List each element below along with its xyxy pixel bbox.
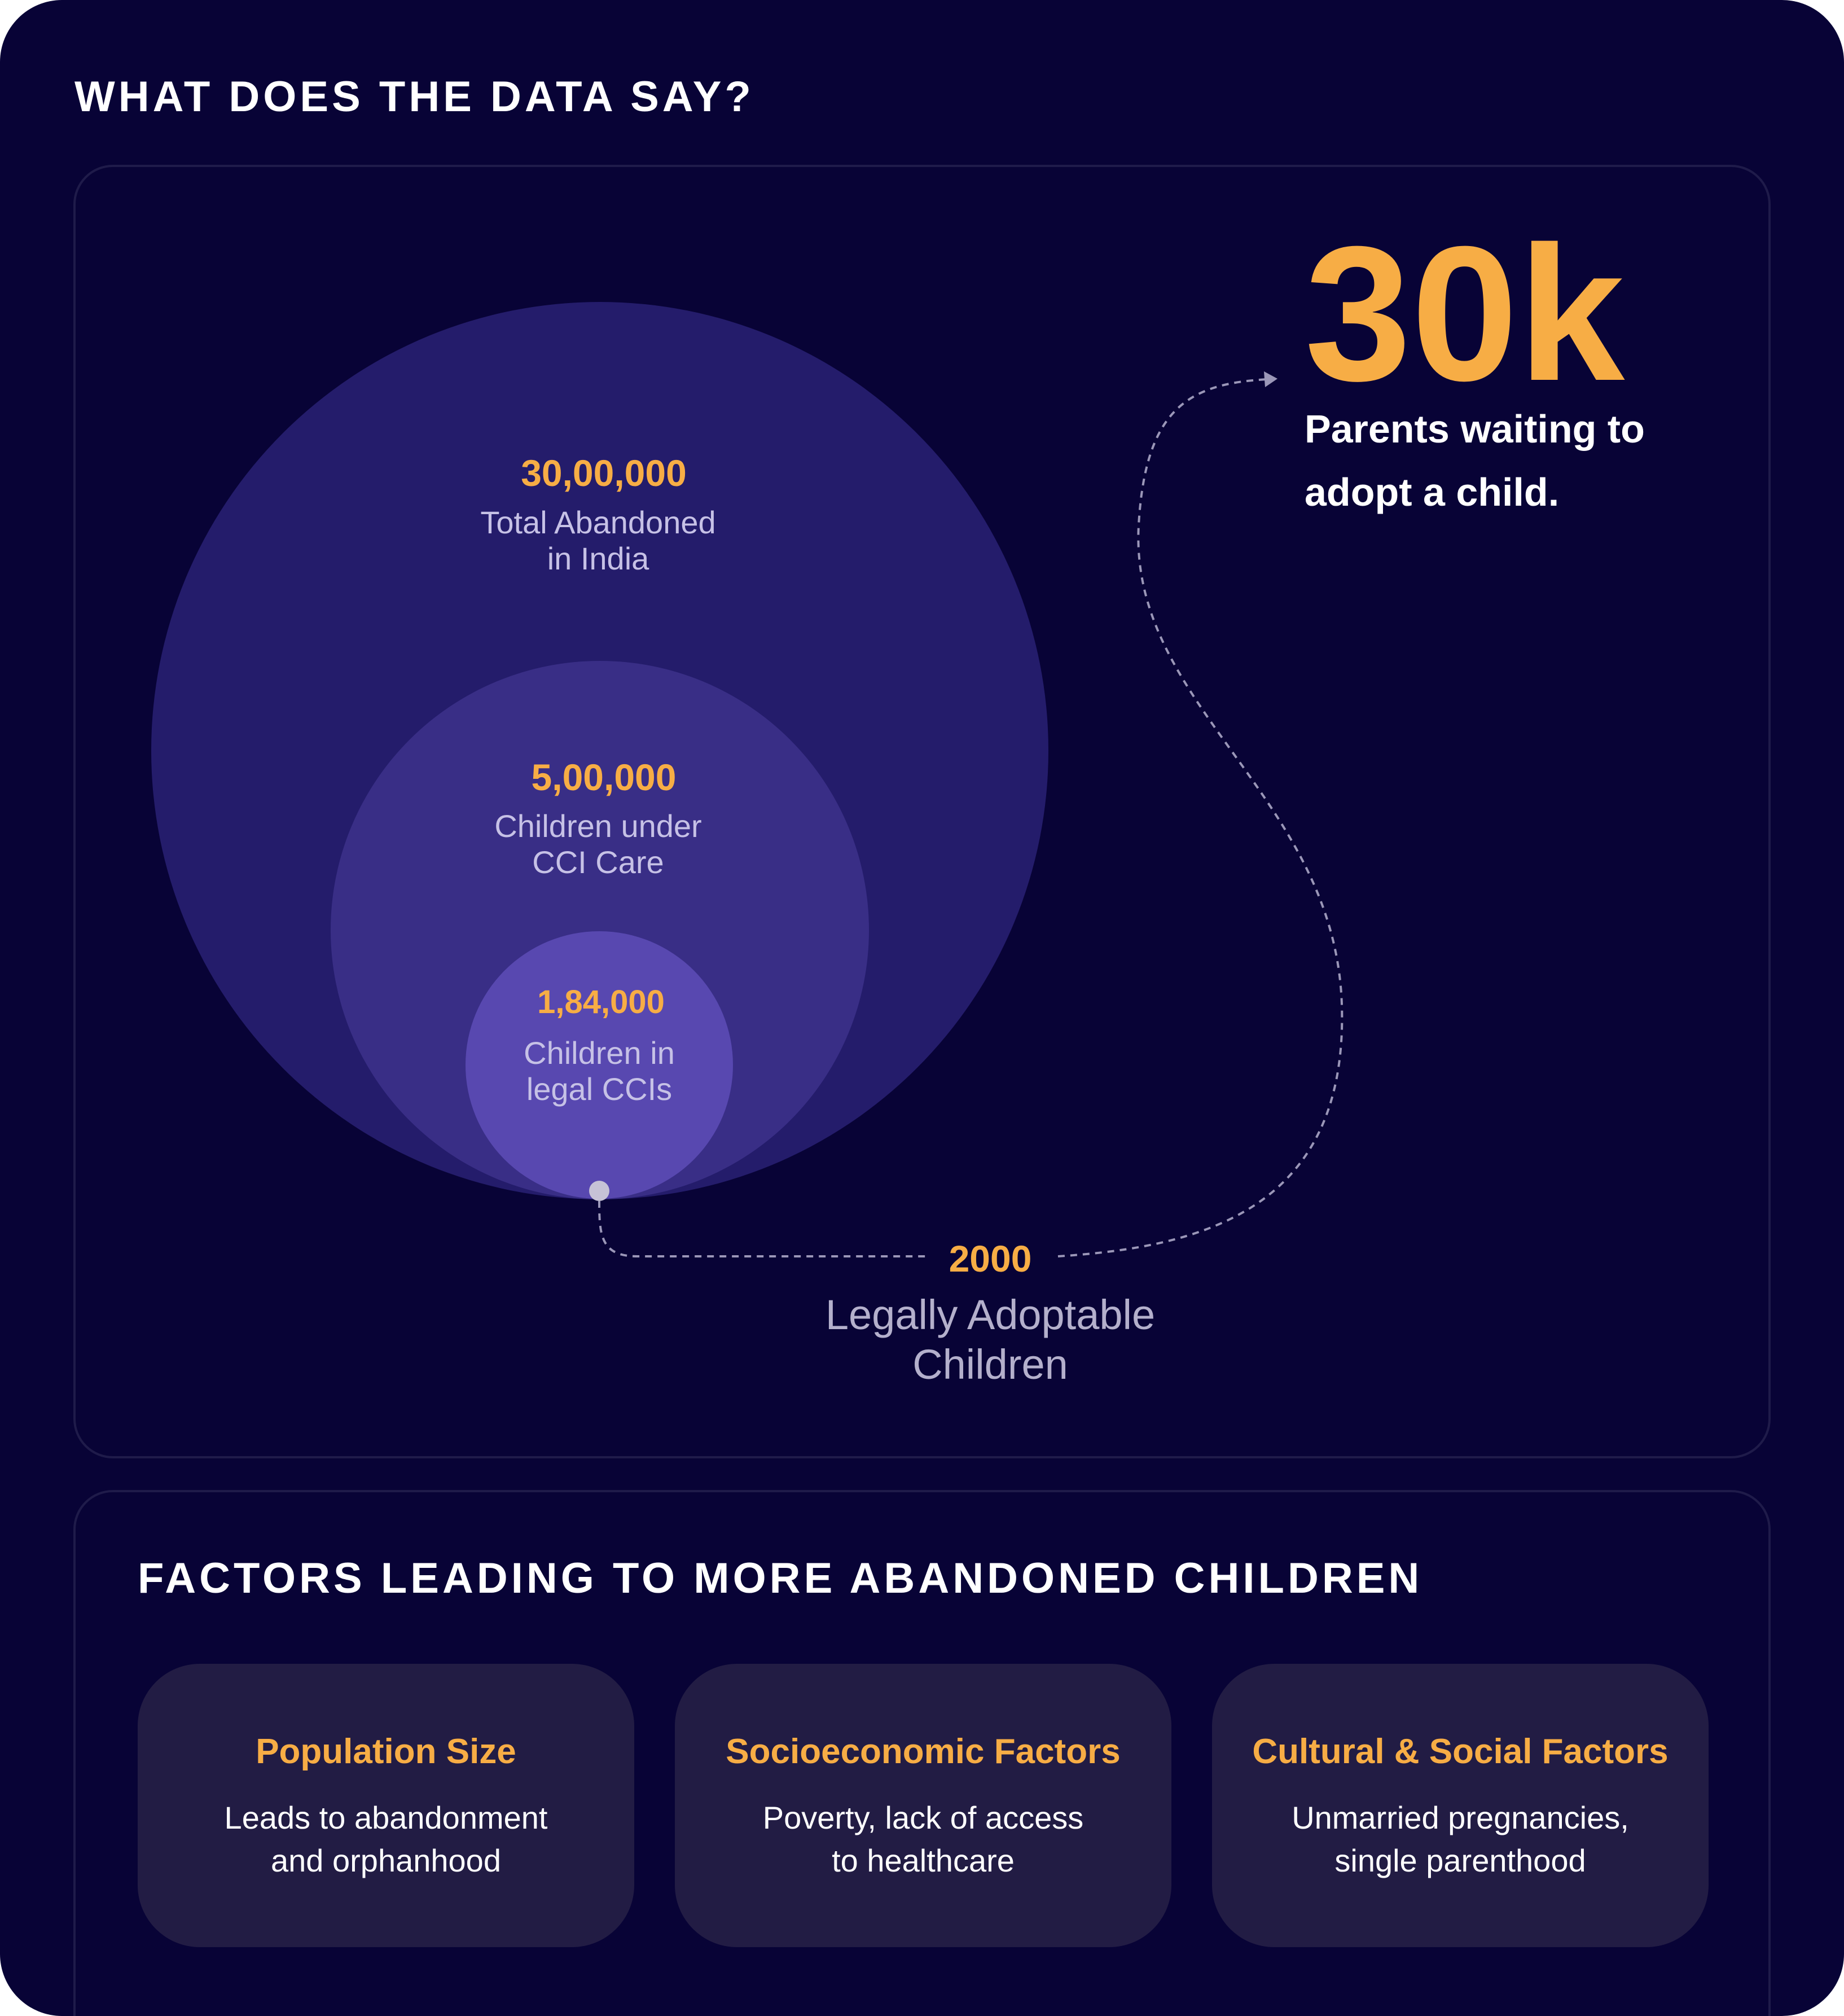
- circle-cci-value: 5,00,000: [531, 756, 677, 798]
- factor-card-text: Poverty, lack of access to healthcare: [762, 1800, 1084, 1878]
- factor-card-socioeconomic: Socioeconomic Factors Poverty, lack of a…: [675, 1664, 1171, 1947]
- circle-cci-care: [331, 661, 869, 1199]
- adoptable-label: Legally Adoptable Children: [825, 1291, 1156, 1388]
- connector-label-to-highlight: [1057, 378, 1344, 1257]
- factor-card-cultural: Cultural & Social Factors Unmarried preg…: [1212, 1664, 1709, 1947]
- circle-legal-cci: [466, 931, 733, 1199]
- factor-card-text: Unmarried pregnancies, single parenthood: [1292, 1800, 1629, 1878]
- factor-card-population: Population Size Leads to abandonment and …: [138, 1664, 634, 1947]
- page-title: WHAT DOES THE DATA SAY?: [74, 73, 754, 121]
- factor-card-title: Socioeconomic Factors: [726, 1732, 1121, 1771]
- factor-card-title: Population Size: [256, 1732, 516, 1771]
- data-panel: [73, 165, 1771, 1458]
- connector-dot-to-label: [598, 1200, 925, 1257]
- factor-card-text: Leads to abandonment and orphanhood: [224, 1800, 548, 1878]
- factors-title: FACTORS LEADING TO MORE ABANDONED CHILDR…: [138, 1554, 1423, 1602]
- waiting-parents-value: 30k: [1305, 207, 1625, 421]
- adoptable-dot: [589, 1181, 609, 1201]
- circle-total-value: 30,00,000: [521, 452, 687, 494]
- factor-card-title: Cultural & Social Factors: [1252, 1732, 1669, 1771]
- circle-legal-label: Children in legal CCIs: [524, 1035, 675, 1107]
- circle-total-label: Total Abandoned in India: [480, 505, 716, 576]
- circle-legal-value: 1,84,000: [537, 984, 665, 1020]
- connector-arrowhead: [1264, 371, 1277, 387]
- waiting-parents-label: Parents waiting to adopt a child.: [1305, 407, 1645, 514]
- adoptable-value: 2000: [949, 1238, 1032, 1279]
- factors-panel: [73, 1490, 1771, 2016]
- circle-cci-label: Children under CCI Care: [494, 808, 702, 880]
